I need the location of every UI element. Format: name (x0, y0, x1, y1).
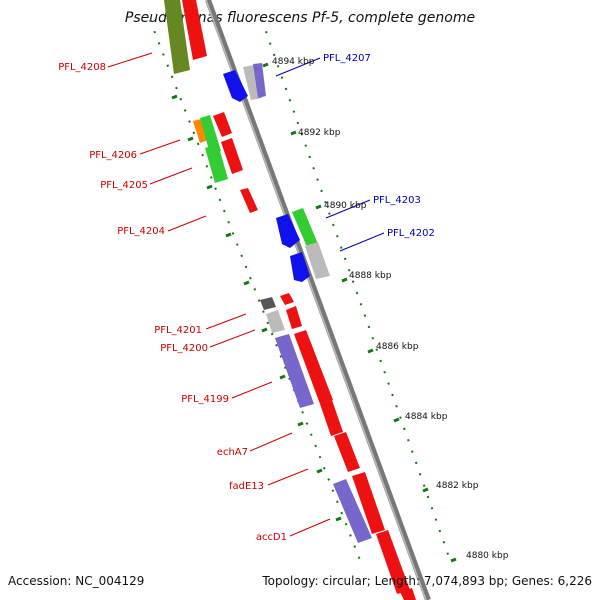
left-leader-lines (107, 52, 331, 537)
gene-label: PFL_4202 (387, 228, 435, 239)
gene-forward-4 (280, 293, 294, 305)
gene-echa7 (334, 432, 360, 472)
gene-blue-4203 (276, 214, 300, 248)
gene-bottom-red (400, 588, 416, 600)
gene-label: fadE13 (229, 481, 264, 492)
gene-label: PFL_4206 (89, 150, 137, 161)
gene-label: PFL_4201 (154, 325, 202, 336)
gene-pfl-4207 (223, 70, 248, 102)
genome-backbone-highlight (205, 0, 427, 600)
gene-pfl-4202 (305, 242, 330, 279)
gene-blue-4202 (290, 252, 310, 282)
scale-label: 4880 kbp (466, 551, 509, 561)
reverse-strand-genes (164, 0, 372, 543)
genome-info-text: Topology: circular; Length: 7,074,893 bp… (262, 574, 592, 588)
tick-tracks (149, 19, 457, 563)
scale-label: 4894 kbp (272, 57, 315, 67)
gene-fade13 (352, 472, 385, 534)
major-ticks-inner (171, 94, 342, 522)
inner-tick-track (149, 19, 361, 561)
gene-forward-2 (221, 138, 243, 174)
gene-pfl-4208 (164, 0, 190, 74)
gene-label: PFL_4203 (373, 195, 421, 206)
scale-label: 4888 kbp (349, 271, 392, 281)
gene-label: echA7 (217, 447, 248, 458)
genome-backbone (205, 0, 431, 600)
gene-label: PFL_4208 (58, 62, 106, 73)
left-gene-labels: PFL_4208 PFL_4206 PFL_4205 PFL_4204 PFL_… (58, 62, 287, 543)
gene-pfl-4200 (266, 310, 285, 333)
gene-label: PFL_4199 (181, 394, 229, 405)
gene-label: PFL_4200 (160, 343, 208, 354)
gene-forward-6 (294, 330, 333, 404)
gene-pfl-4205 (205, 144, 228, 183)
gene-label: accD1 (256, 532, 287, 543)
gene-label: PFL_4204 (117, 226, 165, 237)
gene-forward-7 (320, 400, 343, 436)
scale-labels: 4894 kbp 4892 kbp 4890 kbp 4888 kbp 4886… (272, 57, 509, 561)
accession-text: Accession: NC_004129 (8, 574, 145, 588)
gene-label: PFL_4207 (323, 53, 371, 64)
scale-label: 4892 kbp (298, 128, 341, 138)
gene-pfl-4201 (260, 297, 276, 310)
major-ticks-outer (262, 62, 457, 563)
gene-pfl-4199 (275, 334, 314, 408)
gene-label: PFL_4205 (100, 180, 148, 191)
right-leader-lines (275, 57, 385, 252)
gene-forward-top (182, 0, 207, 60)
gene-pfl-4207-purple (253, 63, 266, 98)
gene-pfl-4206 (200, 115, 221, 154)
forward-strand-genes (182, 0, 416, 600)
right-gene-labels: PFL_4207 PFL_4203 PFL_4202 (323, 53, 435, 239)
gene-forward-3 (240, 188, 258, 213)
gene-accd1 (376, 530, 410, 594)
gene-purple-bottom (333, 479, 372, 543)
gene-forward-5 (286, 306, 302, 329)
gene-forward-1 (213, 112, 232, 137)
gene-pfl-4203 (292, 208, 318, 247)
scale-label: 4882 kbp (436, 481, 479, 491)
scale-label: 4890 kbp (324, 201, 367, 211)
scale-label: 4884 kbp (405, 412, 448, 422)
scale-label: 4886 kbp (376, 342, 419, 352)
gene-orange (193, 119, 208, 143)
